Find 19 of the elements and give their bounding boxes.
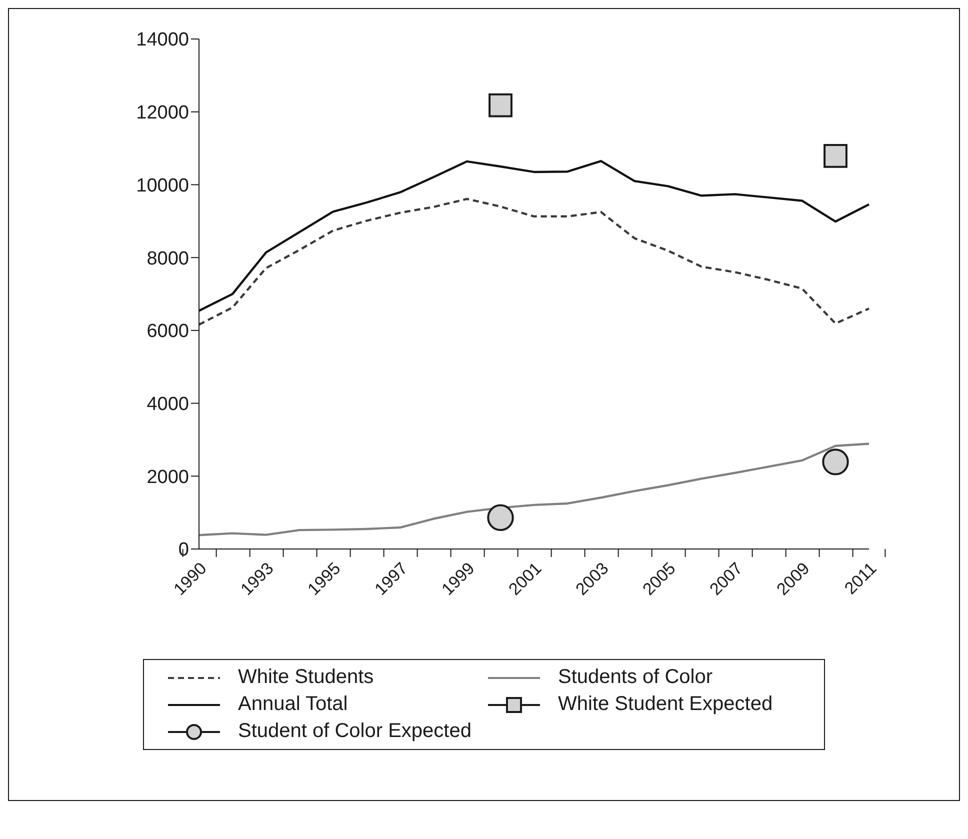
y-tick-label: 6000 xyxy=(146,321,189,342)
point xyxy=(824,144,848,168)
y-tick-label: 4000 xyxy=(146,394,189,416)
y-tick-label: 14000 xyxy=(136,30,189,51)
legend-label: White Students xyxy=(238,666,374,689)
line-series xyxy=(198,442,870,536)
y-tick-label: 2000 xyxy=(146,466,189,488)
y-tick-label: 12000 xyxy=(136,102,189,124)
y-tick-label: 0 xyxy=(178,540,189,561)
point xyxy=(488,93,512,118)
legend-label: Students of Color xyxy=(558,666,713,689)
line-series xyxy=(198,198,870,326)
legend-label: Annual Total xyxy=(238,693,348,716)
legend-label: Student of Color Expected xyxy=(238,720,472,743)
legend-label: White Student Expected xyxy=(558,693,773,716)
y-tick-label: 10000 xyxy=(136,175,189,196)
point xyxy=(487,504,514,532)
y-tick-label: 8000 xyxy=(146,248,189,270)
point xyxy=(822,448,849,476)
